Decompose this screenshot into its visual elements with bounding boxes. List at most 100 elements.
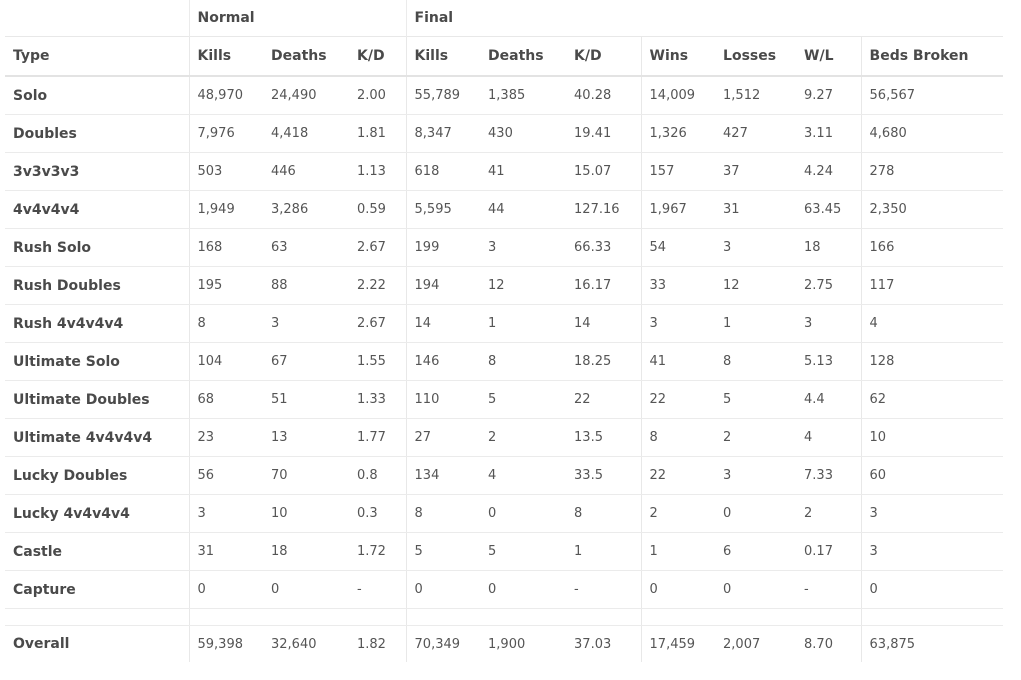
cell-final-kills: 134 [405, 456, 481, 495]
cell-normal-kills: 48,970 [188, 76, 263, 115]
cell-wl: 2 [796, 494, 862, 533]
spacer-cell [640, 608, 716, 626]
cell-normal-kills: 56 [188, 456, 263, 495]
cell-final-deaths: 5 [480, 532, 567, 571]
column-header-final-kills: Kills [405, 36, 481, 77]
cell-wl: 4 [796, 418, 862, 457]
cell-wins: 17,459 [640, 625, 716, 662]
table-row: Castle 31 18 1.72 5 5 1 1 6 0.17 3 [5, 532, 1004, 571]
cell-beds-broken: 56,567 [860, 76, 1004, 115]
table-row: Ultimate 4v4v4v4 23 13 1.77 27 2 13.5 8 2 4 10 [5, 418, 1004, 457]
cell-normal-kills: 23 [188, 418, 263, 457]
cell-beds-broken: 3 [860, 532, 1004, 571]
table-row: Lucky 4v4v4v4 3 10 0.3 8 0 8 2 0 2 3 [5, 494, 1004, 533]
cell-final-kills: 194 [405, 266, 481, 305]
cell-wl: 63.45 [796, 190, 862, 229]
row-type-label: Doubles [5, 114, 189, 153]
table-row: Rush Solo 168 63 2.67 199 3 66.33 54 3 18 166 [5, 228, 1004, 267]
cell-normal-kd: 1.81 [349, 114, 407, 153]
cell-wins: 54 [640, 228, 716, 267]
cell-final-kd: 18.25 [566, 342, 642, 381]
cell-normal-deaths: 32,640 [271, 636, 317, 652]
cell-normal-kd: 2.67 [349, 228, 407, 267]
row-type-label: Castle [5, 532, 189, 571]
cell-beds-broken: 117 [860, 266, 1004, 305]
cell-normal-kd: - [349, 570, 407, 609]
cell-final-deaths: 4 [480, 456, 567, 495]
cell-losses: 3 [715, 228, 797, 267]
cell-final-deaths: 1 [480, 304, 567, 343]
cell-normal-kd: 2.67 [349, 304, 407, 343]
cell-wl: 18 [796, 228, 862, 267]
column-header-beds-broken: Beds Broken [860, 36, 1004, 77]
row-type-label: Ultimate Doubles [5, 380, 189, 419]
spacer-cell [715, 608, 797, 626]
cell-final-kd: 16.17 [566, 266, 642, 305]
cell-beds-broken: 0 [860, 570, 1004, 609]
cell-wl: 4.4 [796, 380, 862, 419]
cell-final-kd: 37.03 [574, 636, 612, 652]
table-row: 3v3v3v3 503 446 1.13 618 41 15.07 157 37 4.24 278 [5, 152, 1004, 191]
group-header-blank [5, 0, 189, 37]
cell-normal-deaths: 10 [263, 494, 349, 533]
cell-final-deaths: 0 [480, 570, 567, 609]
column-header-wl: W/L [796, 36, 862, 77]
cell-losses: 0 [715, 570, 797, 609]
row-type-label: Overall [13, 636, 70, 652]
cell-final-kd: 15.07 [566, 152, 642, 191]
cell-losses: 5 [715, 380, 797, 419]
row-type-label: Rush Doubles [5, 266, 189, 305]
column-header-type: Type [5, 36, 189, 77]
cell-beds-broken: 2,350 [860, 190, 1004, 229]
cell-beds-broken: 63,875 [860, 625, 1004, 662]
overall-row: Overall 59,398 32,640 1.82 70,349 1,900 37.03 1… [5, 625, 1004, 662]
spacer-cell [860, 608, 1004, 626]
group-header-normal: Normal [188, 0, 407, 37]
cell-normal-kd: 1.55 [349, 342, 407, 381]
cell-wl: 9.27 [796, 76, 862, 115]
cell-losses: 2,007 [723, 636, 761, 652]
cell-final-kd: 1 [566, 532, 642, 571]
cell-final-kills: 55,789 [405, 76, 481, 115]
cell-final-kd: 13.5 [566, 418, 642, 457]
row-type-label: Rush 4v4v4v4 [5, 304, 189, 343]
cell-wins: 0 [640, 570, 716, 609]
cell-final-kd: 22 [566, 380, 642, 419]
cell-wins: 33 [640, 266, 716, 305]
cell-final-kd: 14 [566, 304, 642, 343]
column-header-final-deaths: Deaths [480, 36, 567, 77]
cell-beds-broken: 4,680 [860, 114, 1004, 153]
cell-normal-kills: 8 [188, 304, 263, 343]
table-row: Doubles 7,976 4,418 1.81 8,347 430 19.41 1,326 4… [5, 114, 1004, 153]
spacer-row [5, 608, 1004, 626]
cell-normal-kd: 0.8 [349, 456, 407, 495]
table-row: Ultimate Doubles 68 51 1.33 110 5 22 22 5 4.4 62 [5, 380, 1004, 419]
cell-losses: 0 [715, 494, 797, 533]
cell-normal-deaths: 3 [263, 304, 349, 343]
cell-final-deaths: 12 [480, 266, 567, 305]
cell-normal-deaths: 67 [263, 342, 349, 381]
cell-wl: 2.75 [796, 266, 862, 305]
cell-losses: 1,512 [715, 76, 797, 115]
cell-final-kills: 8 [405, 494, 481, 533]
cell-final-deaths: 3 [480, 228, 567, 267]
cell-losses: 427 [715, 114, 797, 153]
group-header-row: Normal Final [5, 0, 1004, 37]
column-header-wins: Wins [640, 36, 716, 77]
cell-normal-deaths: 70 [263, 456, 349, 495]
cell-final-deaths: 1,385 [480, 76, 567, 115]
cell-final-deaths: 430 [480, 114, 567, 153]
cell-normal-kd: 1.72 [349, 532, 407, 571]
cell-wins: 3 [640, 304, 716, 343]
cell-final-kills: 70,349 [405, 625, 481, 662]
spacer-cell [188, 608, 263, 626]
table-row: Rush Doubles 195 88 2.22 194 12 16.17 33 12 2.75 1… [5, 266, 1004, 305]
cell-final-deaths: 0 [480, 494, 567, 533]
cell-wl: 3 [796, 304, 862, 343]
cell-final-deaths: 2 [480, 418, 567, 457]
cell-losses: 12 [715, 266, 797, 305]
cell-beds-broken: 278 [860, 152, 1004, 191]
cell-normal-kd: 0.59 [349, 190, 407, 229]
cell-wl: 8.70 [804, 636, 833, 652]
cell-normal-kd: 0.3 [349, 494, 407, 533]
